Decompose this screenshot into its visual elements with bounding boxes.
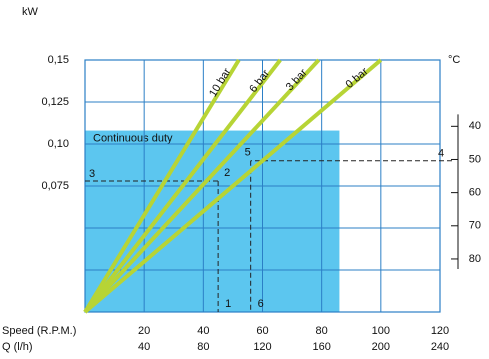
guide-label: 5	[245, 147, 251, 159]
guide-label: 3	[89, 168, 95, 180]
x-tick-label: 40	[197, 325, 209, 337]
y-tick-label: 0,15	[48, 54, 69, 66]
plot-frame	[84, 59, 441, 313]
guide-label: 1	[225, 298, 231, 310]
x2-tick-label: 120	[253, 341, 271, 353]
x2-tick-label: 240	[431, 341, 449, 353]
x-tick-label: 20	[138, 325, 150, 337]
series-line	[83, 58, 383, 314]
series-line	[83, 58, 282, 314]
x-tick-label: 60	[256, 325, 268, 337]
series-line	[83, 58, 321, 314]
x-tick-label: 120	[431, 325, 449, 337]
region-label: Continuous duty	[93, 132, 173, 144]
y2-tick-label: 80	[469, 253, 481, 265]
x-tick-label: 80	[316, 325, 328, 337]
x2-tick-label: 80	[197, 341, 209, 353]
continuous-duty-region	[85, 130, 340, 312]
x2-axis-label: Q (l/h)	[2, 341, 33, 353]
x-axis-label: Speed (R.P.M.)	[2, 325, 76, 337]
y-axis-label: kW	[22, 6, 39, 18]
x-tick-label: 100	[372, 325, 390, 337]
series-line	[83, 58, 241, 314]
y2-tick-label: 40	[469, 120, 481, 132]
legend-label: 10 bar	[207, 66, 234, 99]
y2-tick-label: 60	[469, 187, 481, 199]
x2-tick-label: 160	[312, 341, 330, 353]
y-tick-label: 0,125	[41, 96, 69, 108]
guide-label: 2	[224, 167, 230, 179]
y-tick-label: 0,075	[41, 180, 69, 192]
legend-label: 0 bar	[344, 65, 371, 91]
y2-tick-label: 50	[469, 153, 481, 165]
y-tick-label: 0,10	[48, 138, 69, 150]
legend-label: 3 bar	[284, 67, 310, 94]
y2-axis-label: °C	[448, 54, 460, 66]
guide-label: 6	[258, 298, 264, 310]
y2-tick-label: 70	[469, 220, 481, 232]
x2-tick-label: 40	[138, 341, 150, 353]
guide-label: 4	[438, 148, 444, 160]
x2-tick-label: 200	[372, 341, 390, 353]
legend-label: 6 bar	[247, 67, 272, 94]
